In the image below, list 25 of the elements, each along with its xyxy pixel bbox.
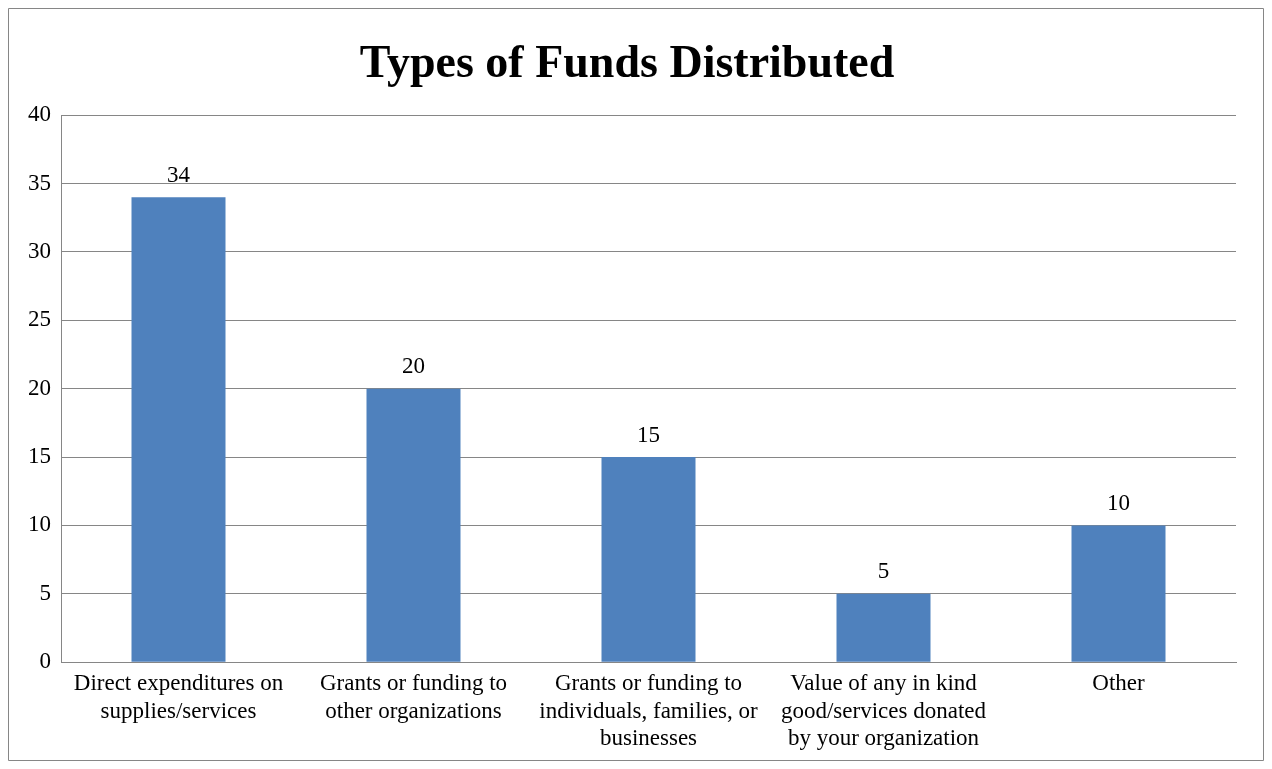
bar — [601, 457, 696, 662]
y-tick-label: 10 — [28, 511, 51, 537]
x-tick-label: Other — [1092, 670, 1146, 696]
y-tick-label: 0 — [39, 648, 51, 674]
x-tick-label: Grants or funding to individuals, families, or businesses — [539, 670, 759, 751]
data-label: 20 — [402, 353, 425, 379]
bar — [1071, 525, 1166, 662]
x-tick-label: Grants or funding to other organizations — [319, 670, 508, 723]
chart-title: Types of Funds Distributed — [359, 36, 895, 88]
bar — [131, 197, 226, 662]
x-tick-label: Direct expenditures on supplies/services — [73, 670, 284, 723]
y-tick-label: 25 — [28, 306, 51, 332]
bar — [836, 593, 931, 662]
data-label: 15 — [637, 421, 660, 447]
data-label: 34 — [167, 161, 191, 187]
y-tick-label: 20 — [28, 374, 51, 400]
data-label: 5 — [877, 558, 890, 584]
y-tick-label: 30 — [28, 238, 51, 263]
bar — [366, 388, 461, 662]
y-tick-label: 5 — [39, 579, 51, 605]
data-label: 10 — [1107, 490, 1130, 515]
y-tick-label: 35 — [28, 169, 51, 195]
y-tick-label: 40 — [28, 101, 51, 127]
y-tick-label: 15 — [28, 443, 51, 469]
x-tick-label: Value of any in kind good/services donated by your organization — [780, 670, 987, 751]
